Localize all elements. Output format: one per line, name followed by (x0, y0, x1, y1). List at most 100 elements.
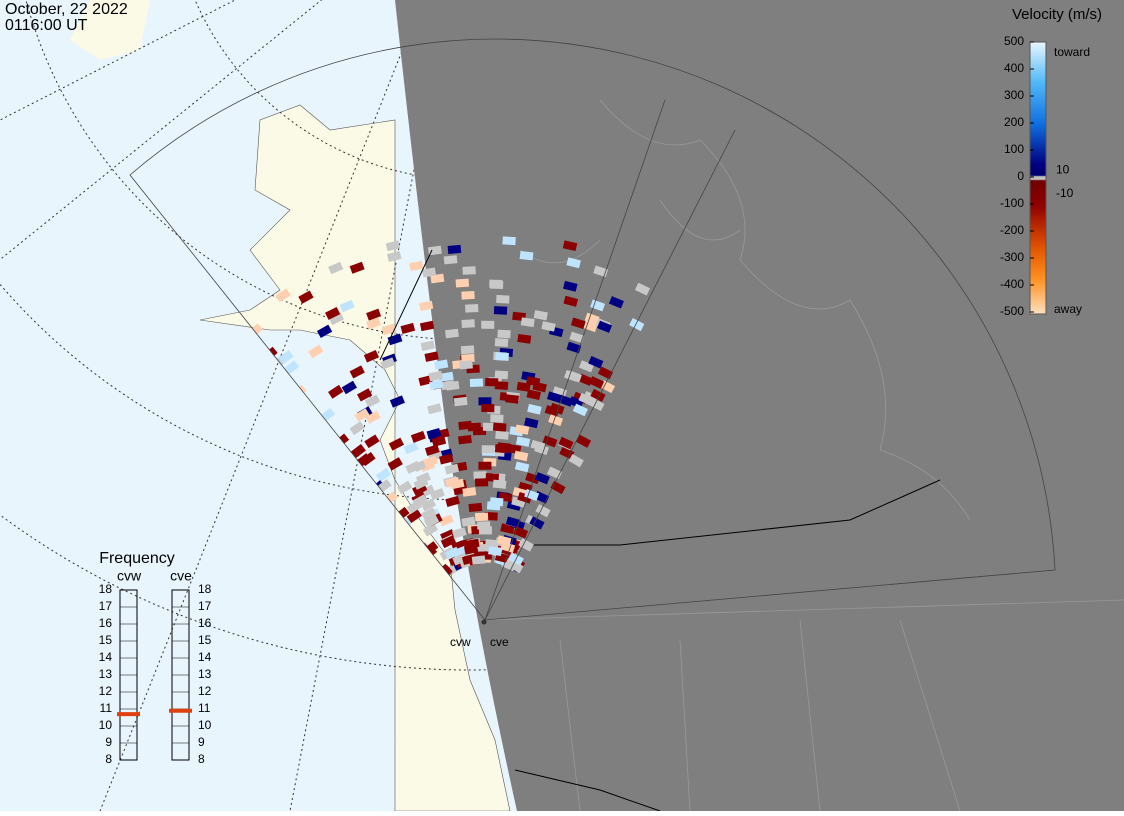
frequency-label: 12 (99, 684, 113, 698)
radar-cell (548, 414, 564, 427)
colorbar-label: 10 (1056, 162, 1070, 176)
frequency-label: 9 (198, 735, 205, 749)
radar-cell (328, 384, 344, 399)
radar-cell (575, 434, 592, 448)
radar-cell (426, 427, 442, 440)
frequency-title: Frequency (99, 550, 175, 567)
frequency-label: 13 (99, 667, 113, 681)
radar-cell (514, 424, 530, 435)
radar-cell (339, 299, 355, 313)
frequency-label: 16 (198, 616, 212, 630)
radar-cell (455, 278, 470, 288)
radar-cell (430, 273, 445, 284)
radar-cell (386, 250, 402, 262)
radar-cell (445, 380, 460, 391)
radar-cell (608, 296, 624, 309)
radar-name: cve (170, 568, 192, 584)
radar-cell (424, 351, 439, 362)
radar-cell (496, 294, 510, 304)
radar-cell (461, 290, 475, 300)
radar-cell (473, 471, 487, 480)
radar-cell (387, 457, 403, 471)
radar-cell (424, 444, 440, 456)
radar-cell (535, 504, 551, 518)
fov-outline (129, 38, 1056, 621)
radar-cell (406, 509, 422, 524)
radar-cell (385, 240, 401, 252)
radar-cell (360, 452, 376, 467)
radar-cell (429, 487, 445, 501)
radar-cell (525, 376, 541, 387)
radar-cell (467, 422, 482, 432)
radar-cell (514, 461, 530, 473)
radar-cell (400, 322, 416, 334)
radar-cell (588, 355, 604, 369)
radar-cell (427, 403, 442, 415)
radar-cell (488, 546, 503, 556)
land (199, 104, 511, 812)
radar-cell (481, 404, 495, 413)
radar-cell (590, 388, 606, 402)
radar-cell (578, 392, 594, 406)
radar-cell (439, 371, 454, 382)
colorbar-label: -500 (1000, 304, 1024, 318)
radar-cell (438, 514, 454, 527)
frequency-label: 11 (198, 701, 211, 715)
radar-cell (494, 338, 509, 347)
radar-cell (462, 487, 477, 497)
radar-cell (440, 535, 457, 549)
radar-cell (566, 341, 582, 354)
radar-cell (596, 320, 613, 333)
radar-cell (428, 370, 443, 382)
radar-cell (590, 299, 606, 312)
radar-cell (572, 403, 588, 417)
frequency-label: 15 (99, 633, 113, 647)
colorbar-label: -100 (1000, 196, 1024, 210)
frequency-label: 14 (198, 650, 212, 664)
radar-cell (474, 478, 489, 487)
radar-cell (485, 378, 499, 387)
radar-cell (478, 461, 492, 470)
radar-cell (518, 538, 534, 552)
frequency-label: 17 (198, 599, 212, 613)
radar-cell (434, 359, 449, 370)
radar-cell (452, 553, 468, 566)
radar-cell (420, 498, 437, 512)
radar-cell (494, 381, 509, 390)
radar-cell (478, 397, 492, 406)
radar-cell (541, 321, 556, 332)
radar-cell (278, 349, 294, 365)
site-marker (481, 619, 487, 625)
radar-cell (380, 357, 396, 370)
radar-cell (356, 388, 373, 402)
radar-cell (481, 445, 495, 454)
frequency-label: 16 (99, 616, 113, 630)
radar-cell (578, 360, 595, 373)
radar-cell (328, 261, 344, 275)
radar-cell (364, 434, 380, 449)
radar-cell (505, 394, 519, 404)
radar-cell (421, 507, 437, 521)
radar-cell (502, 236, 516, 246)
radar-cell (422, 267, 437, 278)
radar-cell (529, 516, 545, 530)
radar-cell (492, 422, 507, 432)
radar-cell (471, 555, 486, 565)
radar-cell (527, 403, 542, 415)
colorbar-label: -10 (1056, 186, 1074, 200)
radar-cell (445, 328, 459, 339)
radar-cell (365, 410, 381, 424)
radar-cell (444, 546, 460, 560)
radar-cell (516, 381, 531, 392)
radar-cell (452, 527, 467, 539)
radar-cell (489, 279, 503, 289)
radar-cell (558, 436, 574, 450)
radar-cell (406, 500, 422, 514)
radar-cell (562, 240, 578, 252)
frequency-label: 13 (198, 667, 212, 681)
radar-cell (493, 306, 508, 315)
frequency-label: 17 (99, 599, 113, 613)
colorbar-label: 300 (1004, 88, 1024, 102)
radar-cell (566, 257, 581, 269)
